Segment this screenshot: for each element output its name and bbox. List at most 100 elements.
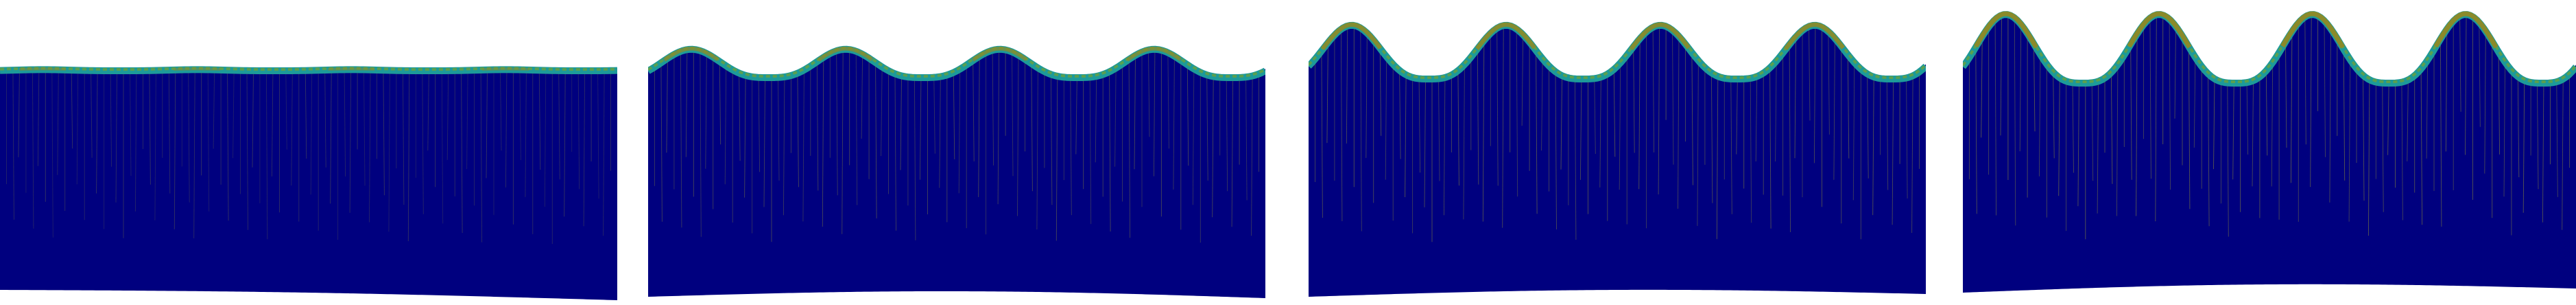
material-body <box>0 67 617 301</box>
mesh-line <box>91 72 93 158</box>
mesh-line <box>666 60 668 153</box>
mesh-line <box>914 79 916 240</box>
mesh-line <box>32 71 34 229</box>
mesh-line <box>305 72 307 159</box>
deformation-panel-1 <box>0 0 617 305</box>
peak-highlights <box>1974 11 2499 49</box>
mesh-line <box>2562 81 2564 230</box>
mesh-line <box>719 63 721 145</box>
mesh-line <box>2310 16 2312 188</box>
deformation-plot-1 <box>0 66 617 301</box>
mesh-line <box>1710 75 1713 203</box>
mesh-line <box>973 63 975 161</box>
mesh-line <box>1245 79 1248 201</box>
deformation-panel-4 <box>1963 0 2576 305</box>
mesh-line <box>2484 33 2486 174</box>
mesh-line <box>110 72 112 167</box>
mesh-line <box>1326 44 1328 144</box>
mesh-line <box>324 71 326 168</box>
peak-cap <box>2280 11 2345 49</box>
mesh-line <box>1405 76 1407 198</box>
mesh-line <box>1095 78 1097 163</box>
mesh-line <box>2136 36 2138 216</box>
mesh-line <box>1828 33 1830 135</box>
mesh-line <box>2271 64 2274 187</box>
surface-highlight <box>0 67 617 71</box>
mesh-line <box>2091 84 2094 181</box>
mesh-line <box>978 58 980 197</box>
mesh-line <box>2556 84 2558 197</box>
mesh-line <box>583 72 586 227</box>
deformation-panel-3 <box>1309 0 1926 305</box>
mesh-line <box>1981 38 1983 138</box>
mesh-line <box>939 78 941 188</box>
mesh-line <box>1886 80 1889 190</box>
mesh-line <box>544 72 547 207</box>
mesh-line <box>2232 84 2234 180</box>
peak-highlights <box>663 46 1182 62</box>
mesh-line <box>2169 21 2171 190</box>
mesh-line <box>2014 19 2016 226</box>
mesh-lines <box>1968 16 2571 240</box>
mesh-line <box>705 55 707 169</box>
mesh-line <box>763 79 765 207</box>
mesh-line <box>603 72 605 236</box>
mesh-line <box>1186 67 1189 166</box>
mesh-line <box>933 79 935 154</box>
mesh-line <box>953 74 955 159</box>
mesh-line <box>76 72 79 185</box>
mesh-line <box>538 72 541 170</box>
mesh-line <box>836 52 838 196</box>
mesh-line <box>1994 21 1997 216</box>
mesh-line <box>1633 48 1635 153</box>
mesh-line <box>1089 79 1092 225</box>
mesh-line <box>2174 28 2176 119</box>
mesh-line <box>1012 54 1014 177</box>
mesh-line <box>1911 78 1913 234</box>
mesh-line <box>855 53 858 205</box>
mesh-line <box>2072 84 2074 173</box>
mesh-line <box>1872 79 1874 216</box>
mesh-line <box>1574 80 1577 240</box>
mesh-line <box>1075 79 1077 155</box>
mesh-line <box>2116 67 2119 216</box>
mesh-line <box>134 72 137 212</box>
mesh-line <box>402 72 405 205</box>
mesh-line <box>2465 16 2467 155</box>
mesh-line <box>168 72 171 194</box>
mesh-line <box>2329 30 2331 203</box>
mesh-line <box>1109 74 1111 232</box>
mesh-line <box>1975 49 1977 214</box>
mesh-line <box>2517 78 2520 178</box>
mesh-line <box>1134 57 1136 170</box>
mesh-line <box>1321 53 1323 218</box>
mesh-line <box>519 71 521 161</box>
mesh-line <box>2130 46 2132 180</box>
peak-cap <box>1320 22 1383 51</box>
mesh-line <box>1167 54 1169 149</box>
mesh-line <box>894 76 896 231</box>
mesh-line <box>2343 51 2346 181</box>
peak-highlights <box>1320 22 1846 51</box>
mesh-line <box>2542 84 2544 223</box>
mesh-line <box>1496 30 1499 186</box>
mesh-line <box>919 79 922 180</box>
mesh-line <box>685 52 688 157</box>
peak-cap <box>2433 11 2499 49</box>
mesh-line <box>1128 61 1131 238</box>
mesh-line <box>2363 77 2365 201</box>
mesh-line <box>1463 67 1465 220</box>
mesh-line <box>660 65 663 222</box>
mesh-line <box>1847 56 1850 159</box>
mesh-line <box>37 71 40 166</box>
mesh-line <box>2208 76 2210 227</box>
mesh-line <box>1594 80 1596 155</box>
mesh-line <box>2155 16 2157 222</box>
mesh-line <box>1789 46 1791 233</box>
mesh-line <box>1457 72 1459 186</box>
mesh-line <box>149 72 151 185</box>
mesh-line <box>1212 78 1214 218</box>
mesh-line <box>597 72 599 199</box>
mesh-line <box>2407 82 2409 161</box>
mesh-line <box>2537 84 2539 190</box>
